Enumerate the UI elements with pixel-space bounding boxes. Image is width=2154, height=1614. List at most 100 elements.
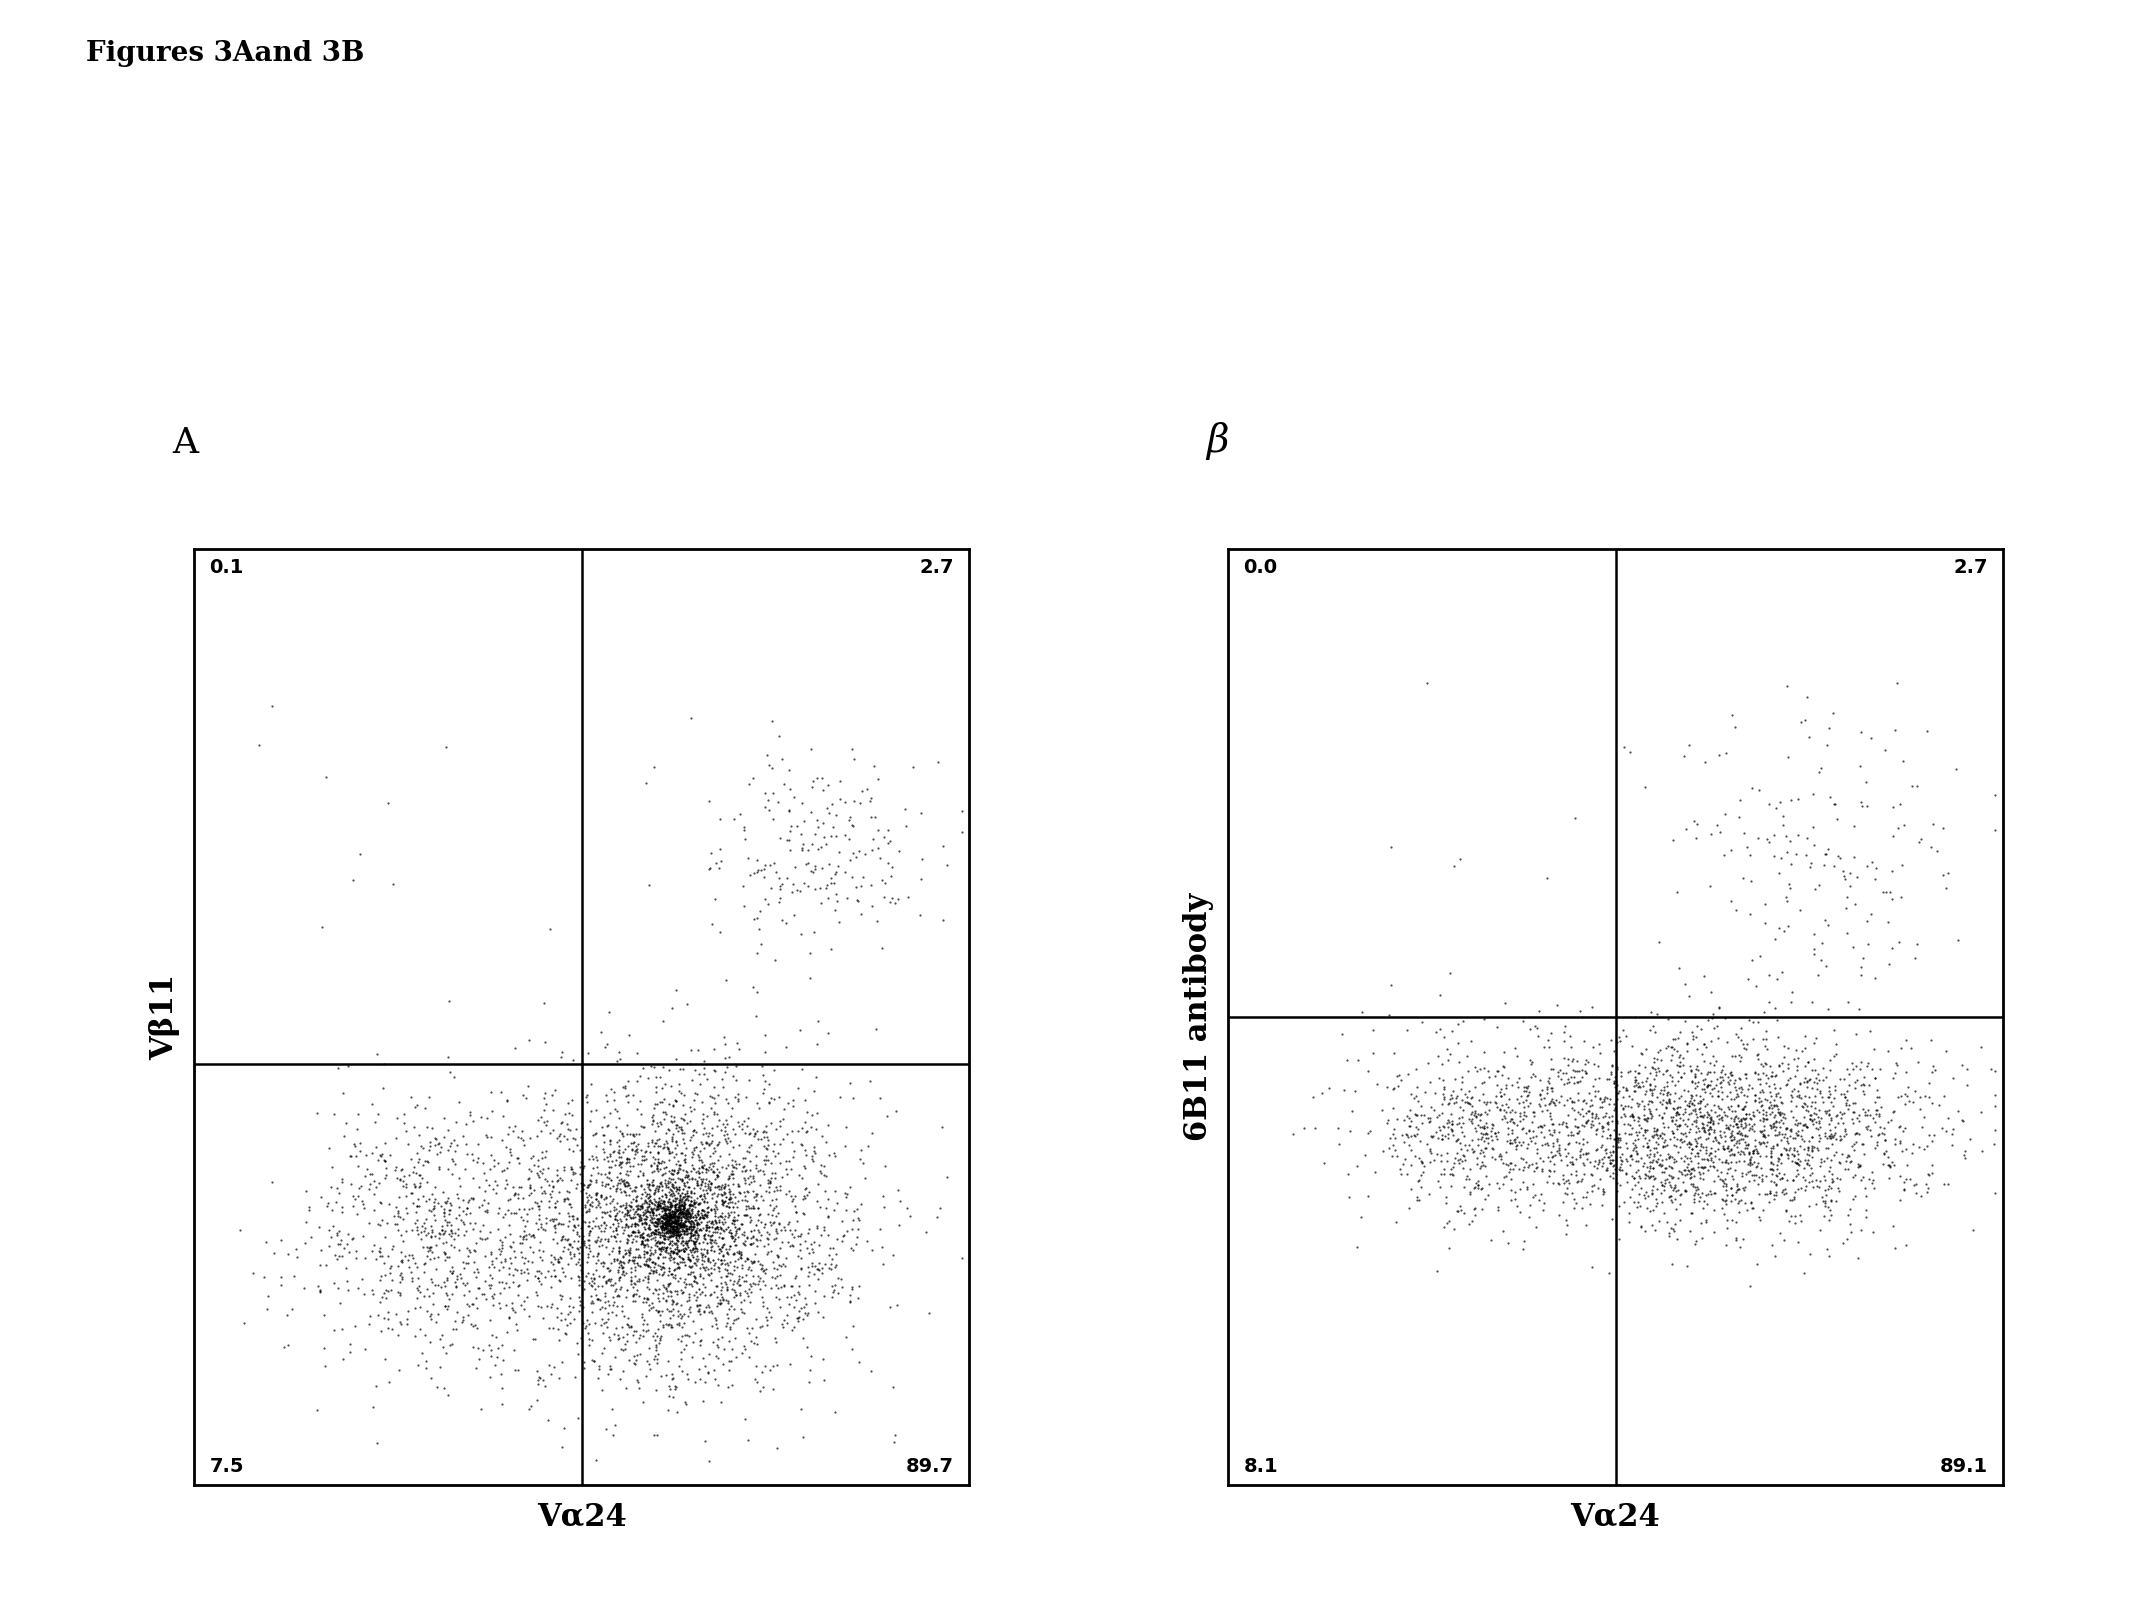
Point	[1424, 1017, 1458, 1043]
Point	[702, 1223, 737, 1249]
Point	[590, 1227, 625, 1252]
Point	[642, 1220, 676, 1246]
Point	[1684, 1154, 1719, 1180]
Point	[426, 1219, 461, 1244]
Point	[638, 1217, 672, 1243]
Point	[601, 1246, 635, 1272]
Point	[707, 1202, 741, 1228]
Point	[523, 1104, 558, 1130]
Point	[1460, 1167, 1495, 1193]
Point	[1667, 1099, 1702, 1125]
Point	[816, 1198, 851, 1223]
Point	[1762, 860, 1796, 886]
Point	[1712, 1067, 1747, 1093]
Point	[1790, 1049, 1824, 1075]
Point	[325, 1199, 360, 1225]
Point	[1622, 1104, 1656, 1130]
Point	[1585, 1175, 1620, 1201]
Point	[226, 1311, 261, 1336]
Point	[644, 1156, 679, 1181]
Point	[1687, 1160, 1721, 1186]
Point	[1682, 1125, 1717, 1151]
Point	[1745, 1078, 1779, 1104]
Point	[409, 1206, 444, 1231]
Point	[670, 1244, 704, 1270]
Point	[1519, 1154, 1553, 1180]
Point	[674, 1236, 709, 1262]
Point	[532, 915, 567, 941]
Point	[745, 1062, 780, 1088]
Point	[702, 805, 737, 831]
Point	[1419, 1141, 1454, 1167]
Point	[1786, 1112, 1820, 1138]
Point	[747, 1119, 782, 1144]
Point	[756, 807, 791, 833]
Point	[508, 1222, 543, 1248]
Point	[655, 1314, 689, 1340]
Point	[1551, 1170, 1585, 1196]
Point	[1756, 1094, 1790, 1120]
Point	[694, 1267, 728, 1293]
Point	[1391, 1196, 1426, 1222]
Point	[657, 1210, 691, 1236]
Point	[655, 1139, 689, 1165]
Point	[1596, 1070, 1631, 1096]
Point	[730, 1280, 765, 1306]
Point	[1708, 1112, 1743, 1138]
Point	[859, 1017, 894, 1043]
Point	[1781, 1146, 1816, 1172]
Point	[513, 1222, 547, 1248]
Point	[1678, 1119, 1712, 1144]
Point	[1654, 1164, 1689, 1190]
Point	[644, 1089, 679, 1115]
Point	[1704, 1106, 1738, 1131]
Point	[709, 1217, 743, 1243]
Point	[771, 1210, 806, 1236]
Point	[754, 1170, 788, 1196]
Point	[640, 1152, 674, 1178]
Point	[1872, 1165, 1906, 1191]
Point	[709, 1114, 743, 1139]
Point	[577, 1181, 612, 1207]
Point	[1575, 1254, 1609, 1280]
Point	[870, 851, 905, 876]
Point	[741, 1369, 775, 1394]
Point	[1794, 1160, 1829, 1186]
Point	[1721, 1091, 1756, 1117]
Point	[672, 1191, 707, 1217]
Point	[780, 1264, 814, 1290]
Point	[778, 1294, 812, 1320]
Point	[1771, 914, 1805, 939]
Point	[1768, 1138, 1803, 1164]
Point	[601, 1049, 635, 1075]
Point	[750, 1307, 784, 1333]
Point	[1758, 1172, 1792, 1198]
Point	[1618, 1073, 1652, 1099]
Point	[631, 1254, 666, 1280]
Point	[1598, 1160, 1633, 1186]
Point	[786, 831, 821, 857]
Point	[1564, 1068, 1598, 1094]
Point	[661, 1165, 696, 1191]
Point	[370, 1210, 405, 1236]
Point	[465, 1212, 500, 1238]
Point	[1529, 1098, 1564, 1123]
Point	[681, 1060, 715, 1086]
Point	[1654, 1035, 1689, 1060]
Point	[1488, 1099, 1523, 1125]
Point	[1667, 1088, 1702, 1114]
Point	[1704, 1059, 1738, 1085]
Point	[1708, 1123, 1743, 1149]
Point	[646, 1217, 681, 1243]
Point	[321, 1231, 355, 1257]
Point	[681, 1169, 715, 1194]
Point	[1669, 1252, 1704, 1278]
Point	[881, 886, 915, 912]
Point	[567, 1172, 601, 1198]
Point	[562, 1223, 597, 1249]
Point	[644, 1225, 679, 1251]
Point	[659, 1227, 694, 1252]
Point	[679, 1286, 713, 1312]
Point	[672, 1051, 707, 1077]
Point	[1419, 1169, 1454, 1194]
